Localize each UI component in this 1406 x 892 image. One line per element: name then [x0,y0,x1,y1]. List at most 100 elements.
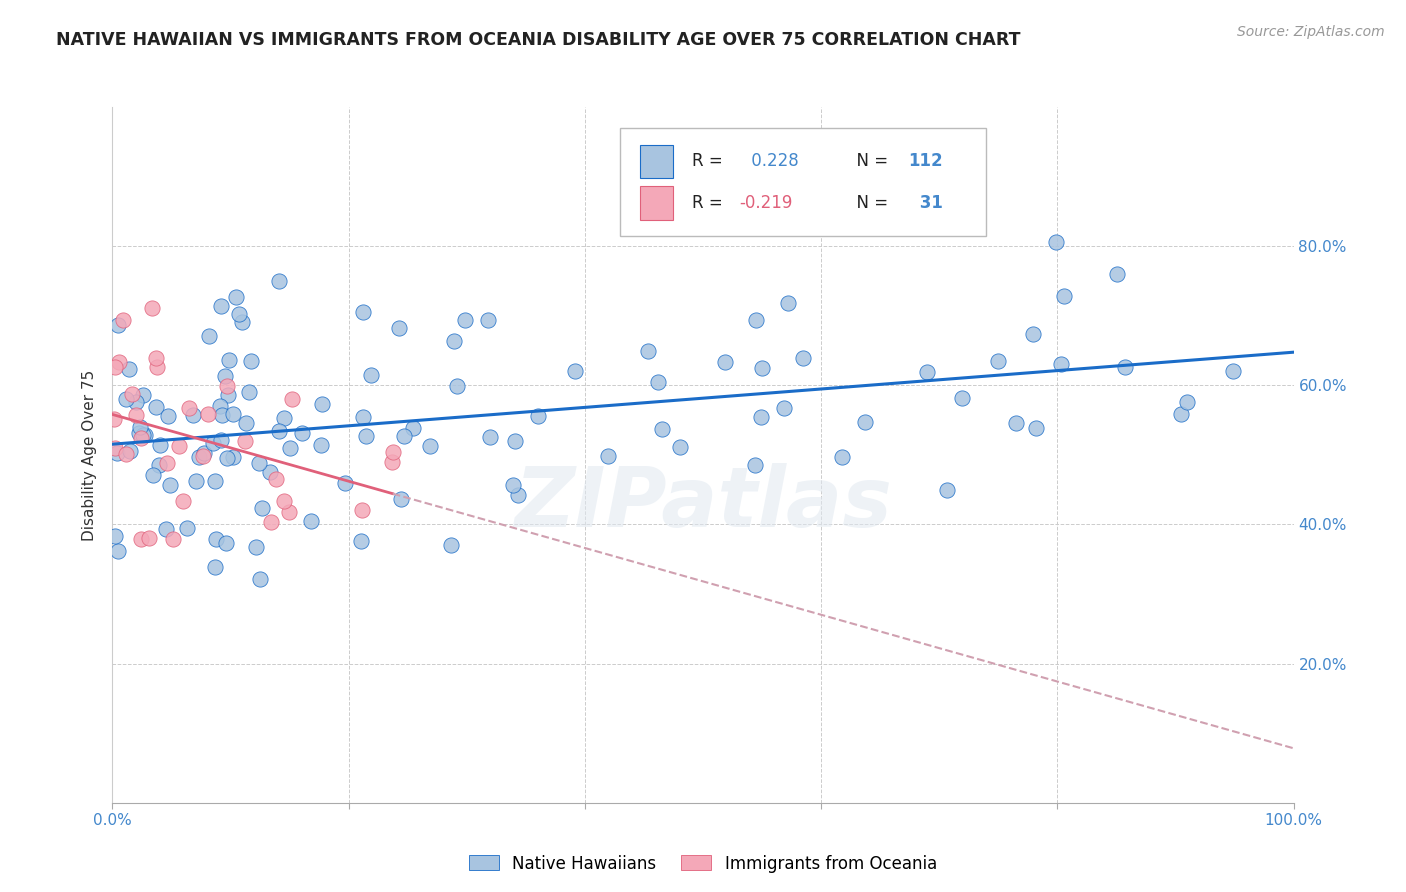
Legend: Native Hawaiians, Immigrants from Oceania: Native Hawaiians, Immigrants from Oceani… [463,848,943,880]
Point [202,436,225,450]
Point [350,503,373,517]
Point [527,409,550,423]
Point [172,494,194,508]
Point [103,411,125,425]
Point [278,505,301,519]
FancyBboxPatch shape [620,128,987,235]
Point [107,446,129,460]
Point [252,500,274,515]
Point [301,514,323,528]
Point [176,521,198,535]
Point [267,424,290,438]
Point [131,427,153,442]
Point [215,450,238,465]
Point [181,408,204,422]
Point [204,533,226,547]
Point [267,274,290,288]
Point [121,387,143,401]
Point [335,476,357,491]
Point [264,472,287,486]
Point [1045,235,1067,249]
Point [502,478,524,492]
Point [225,290,247,304]
Point [167,438,190,452]
Point [394,429,416,443]
Point [118,361,141,376]
Point [278,441,301,455]
Point [352,305,374,319]
Point [479,430,502,444]
Point [260,516,283,530]
Point [247,457,270,471]
Point [214,368,236,383]
Text: 0.228: 0.228 [745,153,799,170]
Point [1222,364,1244,378]
Point [238,385,260,400]
Point [125,408,148,422]
Text: 31: 31 [914,194,943,212]
Point [187,450,209,465]
Point [233,434,256,448]
Point [443,334,465,348]
Point [239,353,262,368]
Point [309,437,332,451]
Point [987,353,1010,368]
Point [145,401,167,415]
Bar [640,145,673,178]
Text: Source: ZipAtlas.com: Source: ZipAtlas.com [1237,25,1385,39]
Point [744,312,766,326]
Y-axis label: Disability Age Over 75: Disability Age Over 75 [82,369,97,541]
Point [402,420,425,434]
Point [159,478,181,492]
Point [273,410,295,425]
Point [134,427,156,442]
Point [360,368,382,383]
Point [792,351,814,365]
Point [131,431,153,445]
Point [145,351,167,365]
Point [204,559,226,574]
Point [218,353,240,368]
Point [193,446,215,460]
Point [564,363,586,377]
Point [148,458,170,472]
Point [115,392,138,407]
Point [197,407,219,421]
Point [291,426,314,441]
Point [506,487,529,501]
Point [505,434,527,448]
Point [245,541,267,555]
Point [356,429,378,443]
Point [184,474,207,488]
Point [950,391,973,405]
Text: -0.219: -0.219 [740,194,793,212]
Point [440,538,463,552]
Point [388,321,411,335]
Point [222,407,245,421]
Point [381,444,404,458]
Point [749,410,772,425]
Point [273,494,295,508]
Point [108,355,131,369]
Point [1022,326,1045,341]
Point [651,422,673,436]
Text: 112: 112 [908,153,943,170]
Point [249,572,271,586]
Point [197,328,219,343]
Point [1170,407,1192,421]
Text: R =: R = [692,194,728,212]
Point [156,456,179,470]
Point [596,449,619,463]
Point [311,397,333,411]
Point [352,409,374,424]
Point [773,401,796,415]
Bar [640,186,673,219]
Point [112,312,135,326]
Point [831,450,853,464]
Point [107,318,129,333]
Point [155,522,177,536]
Point [647,375,669,389]
Point [104,360,127,375]
Point [1052,289,1074,303]
Point [454,313,477,327]
